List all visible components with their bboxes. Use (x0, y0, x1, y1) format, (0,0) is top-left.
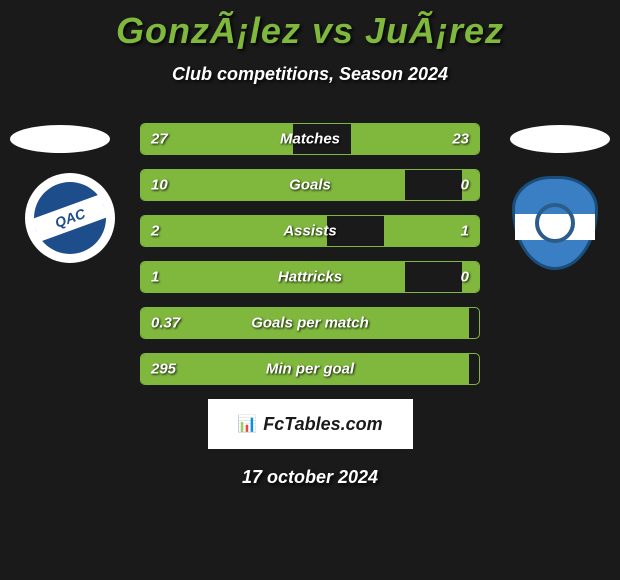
stat-right-value: 23 (452, 131, 469, 148)
stat-left-value: 1 (151, 269, 159, 286)
stat-row: 2 Assists 1 (140, 215, 480, 247)
stat-left-value: 10 (151, 177, 168, 194)
right-badge-shield (512, 176, 598, 270)
left-team-badge: QAC (25, 173, 115, 263)
stats-area: QAC 27 Matches 23 10 Goals 0 2 Assists 1 1 Hattric… (0, 115, 620, 385)
comparison-card: GonzÃ¡lez vs JuÃ¡rez Club competitions, … (0, 0, 620, 580)
stat-row: 27 Matches 23 (140, 123, 480, 155)
stat-left-bar (141, 170, 405, 200)
right-oval-decoration (510, 125, 610, 153)
stat-row: 0.37 Goals per match (140, 307, 480, 339)
left-oval-decoration (10, 125, 110, 153)
stat-label: Assists (283, 223, 336, 240)
stat-left-value: 295 (151, 361, 176, 378)
stat-label: Min per goal (266, 361, 354, 378)
chart-icon: 📊 (237, 414, 257, 434)
stat-label: Hattricks (278, 269, 342, 286)
left-badge-text: QAC (32, 194, 108, 241)
brand-text: FcTables.com (263, 414, 382, 435)
stat-left-value: 2 (151, 223, 159, 240)
stat-right-value: 0 (461, 177, 469, 194)
stat-right-value: 1 (461, 223, 469, 240)
right-badge-circle (535, 203, 575, 243)
stat-left-value: 27 (151, 131, 168, 148)
left-badge-inner: QAC (34, 182, 106, 254)
stat-left-value: 0.37 (151, 315, 180, 332)
stat-right-value: 0 (461, 269, 469, 286)
stat-left-bar (141, 262, 405, 292)
footer-date: 17 october 2024 (0, 467, 620, 488)
stat-row: 1 Hattricks 0 (140, 261, 480, 293)
stat-label: Goals per match (251, 315, 369, 332)
stat-label: Goals (289, 177, 331, 194)
right-team-badge (505, 173, 605, 273)
page-title: GonzÃ¡lez vs JuÃ¡rez (0, 10, 620, 52)
brand-logo: 📊 FcTables.com (208, 399, 413, 449)
subtitle: Club competitions, Season 2024 (0, 64, 620, 85)
stat-rows-container: 27 Matches 23 10 Goals 0 2 Assists 1 1 Hattricks 0 0… (140, 115, 480, 385)
stat-row: 10 Goals 0 (140, 169, 480, 201)
stat-label: Matches (280, 131, 340, 148)
stat-row: 295 Min per goal (140, 353, 480, 385)
